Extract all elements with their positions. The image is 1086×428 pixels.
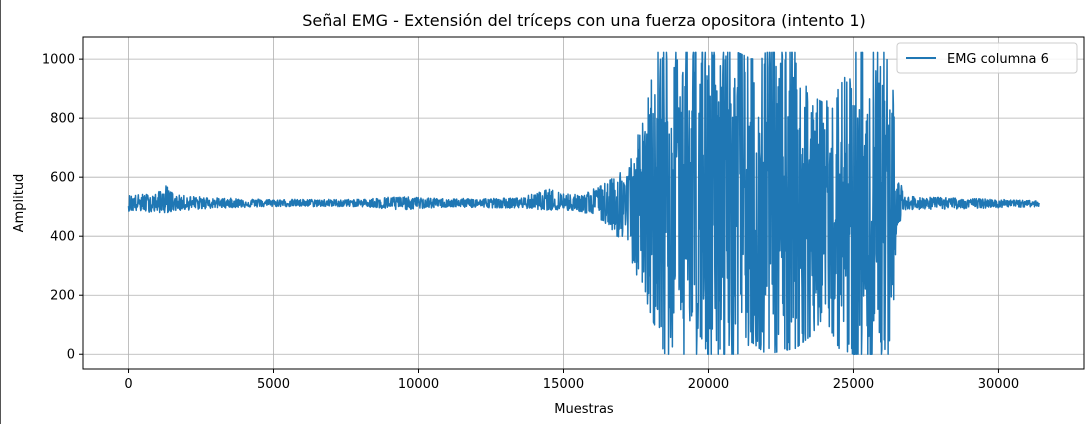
x-axis-label: Muestras xyxy=(554,402,614,417)
legend-box xyxy=(896,42,1078,74)
x-tick-label: 5000 xyxy=(257,377,290,392)
legend: EMG columna 6 xyxy=(896,42,1078,74)
series-line-emg-columna-6 xyxy=(127,51,1040,355)
plot-frame xyxy=(82,36,1085,370)
y-tick-label: 0 xyxy=(67,348,75,363)
x-tick-label: 15000 xyxy=(543,377,584,392)
chart-title: Señal EMG - Extensión del tríceps con un… xyxy=(302,11,866,30)
x-tick-label: 0 xyxy=(124,377,132,392)
y-tick-label: 800 xyxy=(50,112,75,127)
x-tick-label: 25000 xyxy=(833,377,874,392)
y-tick-label: 400 xyxy=(50,230,75,245)
y-axis-ticks: 0 200 400 600 800 1000 xyxy=(42,53,83,363)
y-tick-label: 600 xyxy=(50,171,75,186)
y-tick-label: 200 xyxy=(50,289,75,304)
x-axis-ticks: 0 5000 10000 15000 20000 25000 30000 xyxy=(124,369,1019,392)
x-tick-label: 30000 xyxy=(978,377,1019,392)
y-tick-label: 1000 xyxy=(42,53,75,68)
x-tick-label: 20000 xyxy=(688,377,729,392)
legend-label: EMG columna 6 xyxy=(947,52,1049,67)
x-tick-label: 10000 xyxy=(398,377,439,392)
series-area xyxy=(127,51,1040,355)
y-axis-label: Amplitud xyxy=(12,174,27,233)
